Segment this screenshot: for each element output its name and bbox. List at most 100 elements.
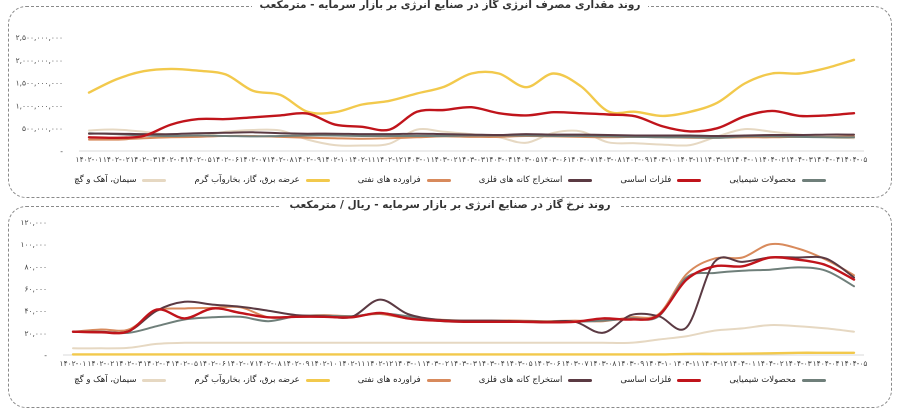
y-tick-label: ۴۰,۰۰۰ xyxy=(24,307,47,316)
legend-label: فلزات اساسی xyxy=(620,175,672,185)
legend-label: محصولات شیمیایی xyxy=(729,175,796,185)
chart-title: روند مقداری مصرف انرژی گاز در صنایع انرژ… xyxy=(9,0,891,11)
x-tick-label: ۱۴۰۲-۱۲ xyxy=(376,155,403,164)
x-tick-label: ۱۴۰۳-۰۸ xyxy=(590,359,617,368)
legend-swatch xyxy=(305,378,330,382)
x-tick-label: ۱۴۰۴-۰۳ xyxy=(786,155,813,164)
x-tick-label: ۱۴۰۳-۰۲ xyxy=(422,359,449,368)
series-line-4 xyxy=(71,351,856,356)
legend-item: فلزات اساسی xyxy=(620,175,702,185)
legend-item: محصولات شیمیایی xyxy=(729,175,826,185)
x-tick-label: ۱۴۰۴-۰۵ xyxy=(841,359,868,368)
y-tick-label: ۶۰,۰۰۰ xyxy=(24,285,47,294)
x-tick-label: ۱۴۰۳-۱۱ xyxy=(677,155,704,164)
x-tick-label: ۱۴۰۲-۰۳ xyxy=(115,359,142,368)
y-tick-label: ۲,۵۰۰,۰۰۰,۰۰۰ xyxy=(16,33,63,42)
x-tick-label: ۱۴۰۳-۱۰ xyxy=(649,155,676,164)
x-tick-label: ۱۴۰۳-۰۵ xyxy=(506,359,533,368)
x-tick-label: ۱۴۰۳-۰۶ xyxy=(534,359,561,368)
y-tick-label: ۱۲۰,۰۰۰ xyxy=(20,218,47,227)
legend-label: فراورده های نفتی xyxy=(357,175,421,185)
y-tick-label: ۱۰۰,۰۰۰ xyxy=(20,240,47,249)
x-tick-label: ۱۴۰۳-۱۱ xyxy=(673,359,700,368)
legend-item: فراورده های نفتی xyxy=(358,375,451,385)
consumption-chart-panel: روند مقداری مصرف انرژی گاز در صنایع انرژ… xyxy=(8,0,892,198)
x-tick-label: ۱۴۰۳-۰۱ xyxy=(403,155,430,164)
x-tick-label: ۱۴۰۲-۰۹ xyxy=(283,359,310,368)
x-tick-label: ۱۴۰۴-۰۳ xyxy=(785,359,812,368)
x-tick-label: ۱۴۰۳-۰۸ xyxy=(595,155,622,164)
x-tick-label: ۱۴۰۳-۰۳ xyxy=(458,155,485,164)
legend-swatch xyxy=(426,178,451,182)
x-tick-label: ۱۴۰۳-۰۶ xyxy=(540,155,567,164)
x-tick-label: ۱۴۰۳-۰۲ xyxy=(431,155,458,164)
legend-item: محصولات شیمیایی xyxy=(729,375,826,385)
x-tick-label: ۱۴۰۲-۰۶ xyxy=(212,155,239,164)
legend-item: سیمان، آهک و گچ xyxy=(74,375,167,385)
x-tick-label: ۱۴۰۳-۱۰ xyxy=(645,359,672,368)
legend-swatch xyxy=(426,378,451,382)
x-tick-label: ۱۴۰۲-۰۹ xyxy=(294,155,321,164)
chart-legend: محصولات شیمیایی فلزات اساسی استخراج کانه ه… xyxy=(9,175,891,185)
x-tick-label: ۱۴۰۲-۰۵ xyxy=(171,359,198,368)
legend-swatch xyxy=(801,378,826,382)
x-tick-label: ۱۴۰۲-۰۸ xyxy=(267,155,294,164)
series-line-0 xyxy=(72,266,855,335)
y-tick-label: ۲,۰۰۰,۰۰۰,۰۰۰ xyxy=(16,56,63,65)
legend-item: فراورده های نفتی xyxy=(358,175,451,185)
x-tick-label: ۱۴۰۲-۰۷ xyxy=(239,155,266,164)
x-tick-label: ۱۴۰۲-۰۲ xyxy=(87,359,114,368)
x-tick-label: ۱۴۰۲-۱۱ xyxy=(338,359,365,368)
series-line-1 xyxy=(87,105,856,140)
legend-swatch xyxy=(305,178,330,182)
x-tick-label: ۱۴۰۲-۰۳ xyxy=(130,155,157,164)
consumption-line-chart: - ۵۰۰,۰۰۰,۰۰۰ ۱,۰۰۰,۰۰۰,۰۰۰ ۱,۵۰۰,۰۰۰,۰۰۰ ۲,… xyxy=(16,33,868,164)
price-chart-panel: روند نرخ گاز در صنایع انرژی بر بازار سرم… xyxy=(8,199,892,408)
x-tick-label: ۱۴۰۳-۱۲ xyxy=(701,359,728,368)
legend-swatch xyxy=(142,378,167,382)
y-tick-label: ۵۰۰,۰۰۰,۰۰۰ xyxy=(22,124,63,133)
y-tick-label: - xyxy=(60,147,63,156)
x-tick-label: ۱۴۰۲-۱۱ xyxy=(349,155,376,164)
x-tick-label: ۱۴۰۴-۰۴ xyxy=(813,155,840,164)
x-tick-label: ۱۴۰۲-۱۰ xyxy=(311,359,338,368)
y-tick-label: ۲۰,۰۰۰ xyxy=(24,329,47,338)
legend-label: سیمان، آهک و گچ xyxy=(74,175,137,185)
x-tick-label: ۱۴۰۲-۱۰ xyxy=(321,155,348,164)
y-tick-label: ۱,۵۰۰,۰۰۰,۰۰۰ xyxy=(16,79,63,88)
x-tick-label: ۱۴۰۲-۰۷ xyxy=(227,359,254,368)
legend-swatch xyxy=(677,178,702,182)
legend-item: عرضه برق، گاز، بخاروآب گرم xyxy=(194,375,330,385)
legend-item: فلزات اساسی xyxy=(620,375,702,385)
series-line-2 xyxy=(88,131,855,138)
legend-swatch xyxy=(677,378,702,382)
x-tick-label: ۱۴۰۲-۱۲ xyxy=(366,359,393,368)
x-tick-label: ۱۴۰۳-۰۵ xyxy=(513,155,540,164)
legend-item: عرضه برق، گاز، بخاروآب گرم xyxy=(194,175,330,185)
x-tick-label: ۱۴۰۲-۰۸ xyxy=(255,359,282,368)
legend-label: استخراج کانه های فلزی xyxy=(478,375,563,385)
legend-label: فلزات اساسی xyxy=(620,375,672,385)
x-tick-label: ۱۴۰۲-۰۴ xyxy=(158,155,185,164)
x-tick-label: ۱۴۰۲-۰۱ xyxy=(76,155,103,164)
legend-item: استخراج کانه های فلزی xyxy=(479,175,593,185)
legend-label: محصولات شیمیایی xyxy=(729,375,796,385)
x-tick-label: ۱۴۰۲-۰۲ xyxy=(103,155,130,164)
x-tick-label: ۱۴۰۳-۰۹ xyxy=(617,359,644,368)
legend-item: استخراج کانه های فلزی xyxy=(479,375,593,385)
x-tick-label: ۱۴۰۳-۰۴ xyxy=(485,155,512,164)
x-tick-label: ۱۴۰۳-۰۹ xyxy=(622,155,649,164)
series-line-1 xyxy=(71,255,856,335)
series-line-5 xyxy=(72,324,855,350)
x-tick-label: ۱۴۰۲-۰۵ xyxy=(185,155,212,164)
x-tick-label: ۱۴۰۲-۰۱ xyxy=(60,359,87,368)
legend-swatch xyxy=(801,178,826,182)
x-tick-label: ۱۴۰۲-۰۴ xyxy=(143,359,170,368)
x-tick-label: ۱۴۰۴-۰۵ xyxy=(841,155,868,164)
x-tick-label: ۱۴۰۴-۰۲ xyxy=(759,155,786,164)
legend-item: سیمان، آهک و گچ xyxy=(74,175,167,185)
x-tick-label: ۱۴۰۴-۰۴ xyxy=(813,359,840,368)
series-line-4 xyxy=(87,58,856,118)
x-tick-label: ۱۴۰۲-۰۶ xyxy=(199,359,226,368)
y-tick-label: ۱,۰۰۰,۰۰۰,۰۰۰ xyxy=(16,101,63,110)
